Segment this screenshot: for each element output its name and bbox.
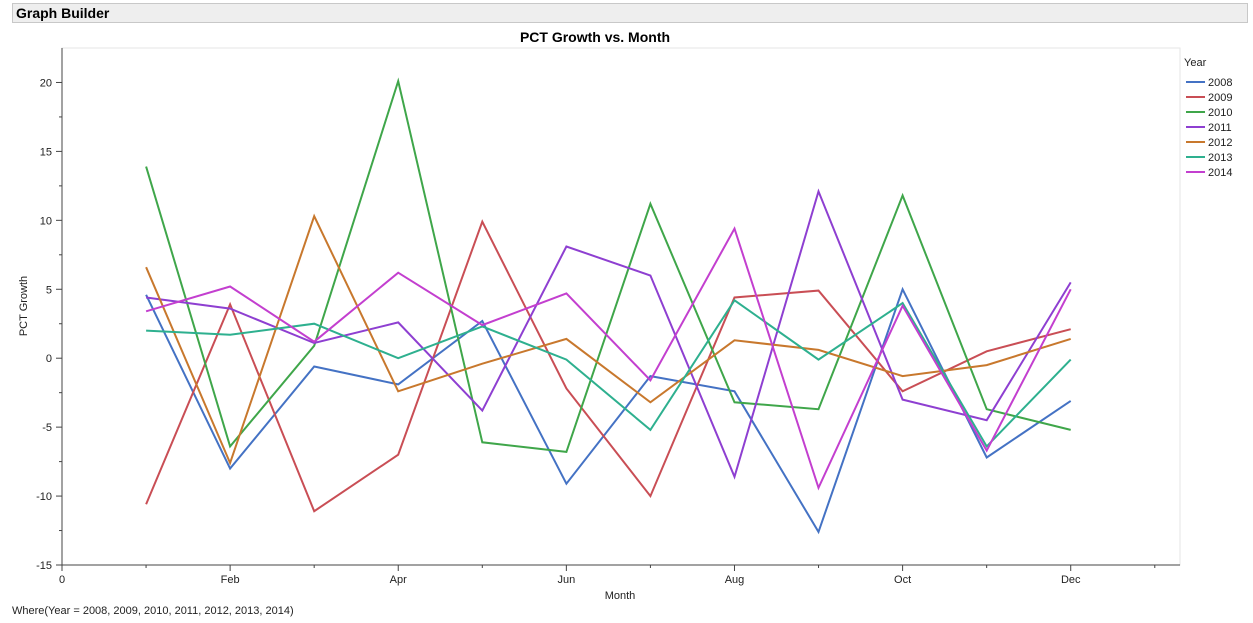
y-tick-label: 15: [40, 146, 52, 158]
y-tick-label: -15: [36, 560, 52, 572]
y-tick-label: -5: [42, 422, 52, 434]
series-line-2013: [146, 298, 1072, 449]
y-tick-label: 0: [46, 353, 52, 365]
legend-label-2008: 2008: [1208, 77, 1232, 89]
series-line-2008: [145, 286, 1072, 535]
x-axis-title: Month: [605, 590, 636, 602]
series-line-2009: [145, 219, 1071, 513]
app-title: Graph Builder: [16, 5, 110, 21]
x-tick-label: Feb: [221, 574, 240, 586]
y-tick-label: 10: [40, 215, 52, 227]
x-tick-label: 0: [59, 574, 65, 586]
series-line-2011: [145, 188, 1072, 480]
legend: Year 2008 2009 2010 2011 2012 2013 2014: [1184, 57, 1232, 179]
legend-label-2014: 2014: [1208, 167, 1232, 179]
y-tick-label: 5: [46, 284, 52, 296]
y-tick-label: -10: [36, 491, 52, 503]
legend-label-2012: 2012: [1208, 137, 1232, 149]
x-tick-label: Jun: [557, 574, 575, 586]
series-line-2012: [145, 213, 1071, 466]
series-line-2014: [145, 226, 1072, 491]
y-axis-title: PCT Growth: [18, 276, 30, 336]
y-axis-ticks: -15 -10 -5 0 5 10 15 20: [36, 77, 62, 572]
series-line-2010: [145, 77, 1071, 453]
app-title-bar: Graph Builder: [12, 3, 1248, 23]
x-axis-ticks: 0 Feb Apr Jun Aug Oct Dec: [59, 565, 1156, 586]
series-lines: [145, 77, 1072, 535]
y-tick-label: 20: [40, 77, 52, 89]
x-tick-label: Oct: [894, 574, 911, 586]
legend-title: Year: [1184, 57, 1207, 69]
legend-label-2013: 2013: [1208, 152, 1232, 164]
legend-label-2010: 2010: [1208, 107, 1232, 119]
x-tick-label: Apr: [390, 574, 407, 586]
x-tick-label: Aug: [725, 574, 745, 586]
where-clause: Where(Year = 2008, 2009, 2010, 2011, 201…: [12, 605, 294, 617]
chart-title: PCT Growth vs. Month: [520, 29, 670, 45]
legend-label-2009: 2009: [1208, 92, 1232, 104]
x-tick-label: Dec: [1061, 574, 1081, 586]
legend-label-2011: 2011: [1208, 122, 1232, 134]
